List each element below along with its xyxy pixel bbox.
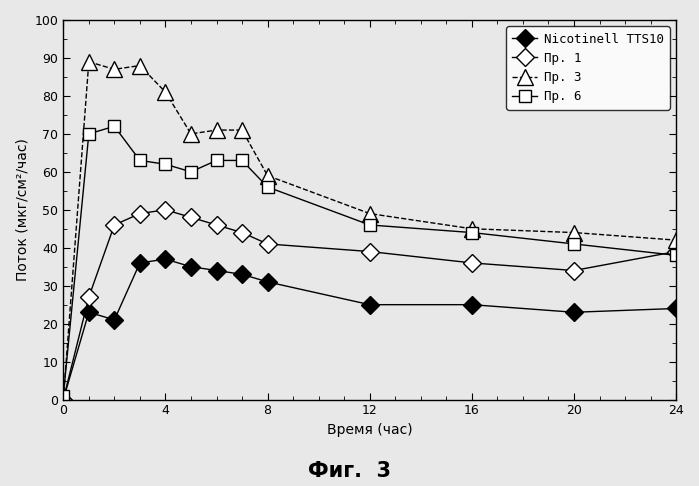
Пр. 3 <box>570 230 578 236</box>
Пр. 3 <box>136 63 144 69</box>
Пр. 1 <box>366 249 374 255</box>
Пр. 1 <box>187 214 195 220</box>
Пр. 1 <box>110 222 119 228</box>
Пр. 6 <box>468 230 476 236</box>
Nicotinell TTS10 <box>672 306 680 312</box>
Nicotinell TTS10 <box>110 317 119 323</box>
Пр. 6 <box>59 393 68 399</box>
Пр. 6 <box>672 252 680 258</box>
Пр. 1 <box>161 207 170 213</box>
Пр. 6 <box>366 222 374 228</box>
X-axis label: Время (час): Время (час) <box>327 423 412 437</box>
Line: Nicotinell TTS10: Nicotinell TTS10 <box>57 253 682 406</box>
Nicotinell TTS10 <box>85 310 93 315</box>
Text: Фиг.  3: Фиг. 3 <box>308 461 391 481</box>
Nicotinell TTS10 <box>238 271 246 277</box>
Пр. 1 <box>59 397 68 402</box>
Пр. 3 <box>59 397 68 402</box>
Пр. 3 <box>238 127 246 133</box>
Line: Пр. 3: Пр. 3 <box>56 54 684 407</box>
Nicotinell TTS10 <box>59 397 68 402</box>
Пр. 6 <box>570 241 578 247</box>
Пр. 3 <box>264 173 272 178</box>
Пр. 1 <box>672 249 680 255</box>
Пр. 6 <box>85 131 93 137</box>
Nicotinell TTS10 <box>468 302 476 308</box>
Nicotinell TTS10 <box>570 310 578 315</box>
Y-axis label: Поток (мкг/см²/час): Поток (мкг/см²/час) <box>15 139 29 281</box>
Nicotinell TTS10 <box>264 279 272 285</box>
Пр. 1 <box>85 294 93 300</box>
Пр. 6 <box>110 123 119 129</box>
Пр. 3 <box>212 127 221 133</box>
Пр. 3 <box>85 59 93 65</box>
Nicotinell TTS10 <box>161 256 170 262</box>
Пр. 6 <box>187 169 195 175</box>
Пр. 6 <box>136 157 144 163</box>
Пр. 3 <box>672 237 680 243</box>
Пр. 6 <box>264 184 272 190</box>
Пр. 1 <box>468 260 476 266</box>
Пр. 3 <box>161 89 170 95</box>
Пр. 6 <box>161 161 170 167</box>
Пр. 3 <box>468 226 476 232</box>
Пр. 1 <box>238 230 246 236</box>
Nicotinell TTS10 <box>366 302 374 308</box>
Пр. 3 <box>187 131 195 137</box>
Line: Пр. 6: Пр. 6 <box>57 120 682 402</box>
Пр. 6 <box>238 157 246 163</box>
Nicotinell TTS10 <box>212 268 221 274</box>
Пр. 1 <box>136 210 144 216</box>
Line: Пр. 1: Пр. 1 <box>57 204 682 406</box>
Пр. 3 <box>366 210 374 216</box>
Nicotinell TTS10 <box>187 264 195 270</box>
Пр. 6 <box>212 157 221 163</box>
Nicotinell TTS10 <box>136 260 144 266</box>
Пр. 1 <box>570 268 578 274</box>
Пр. 1 <box>212 222 221 228</box>
Legend: Nicotinell TTS10, Пр. 1, Пр. 3, Пр. 6: Nicotinell TTS10, Пр. 1, Пр. 3, Пр. 6 <box>506 26 670 109</box>
Пр. 1 <box>264 241 272 247</box>
Пр. 3 <box>110 67 119 72</box>
